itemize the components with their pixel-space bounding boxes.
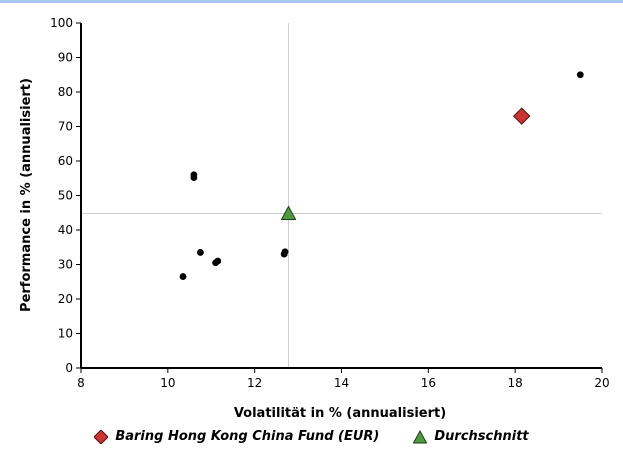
x-tick-label: 10 [160, 376, 175, 390]
x-tick-label: 16 [421, 376, 436, 390]
x-axis-title: Volatilität in % (annualisiert) [234, 406, 446, 421]
data-points [179, 71, 584, 280]
legend: Baring Hong Kong China Fund (EUR) Durchs… [0, 428, 623, 445]
x-tick-label: 12 [247, 376, 262, 390]
legend-label-average: Durchschnitt [434, 429, 529, 444]
y-tick-label: 40 [58, 223, 73, 237]
y-tick-label: 100 [50, 16, 73, 30]
reference-lines [81, 23, 602, 368]
y-tick-label: 70 [58, 120, 73, 134]
fund-data-point [512, 107, 531, 125]
y-tick-label: 60 [58, 154, 73, 168]
data-point [179, 273, 187, 280]
legend-item-fund[interactable]: Baring Hong Kong China Fund (EUR) [93, 428, 380, 445]
data-point [196, 249, 204, 256]
y-axis-title: Performance in % (annualisiert) [19, 78, 34, 312]
y-tick-label: 90 [58, 51, 73, 65]
y-tick-label: 50 [58, 189, 73, 203]
data-point [576, 71, 584, 79]
x-tick-label: 8 [77, 376, 85, 390]
data-point [214, 257, 222, 265]
data-point [281, 248, 289, 256]
y-tick-label: 0 [65, 361, 73, 375]
diamond-marker-icon [93, 428, 110, 445]
triangle-marker-icon [413, 429, 428, 444]
y-tick-label: 30 [58, 258, 73, 272]
x-tick-label: 20 [594, 376, 609, 390]
average-data-point [280, 205, 297, 220]
scatter-chart: 8 10 12 14 16 18 20 0 10 20 30 40 50 60 70 80 90 100 Vola… [19, 16, 610, 421]
y-tick-label: 80 [58, 85, 73, 99]
legend-item-average[interactable]: Durchschnitt [413, 429, 529, 444]
data-point [190, 171, 198, 179]
legend-label-fund: Baring Hong Kong China Fund (EUR) [115, 429, 380, 444]
y-tick-label: 20 [58, 292, 73, 306]
x-tick-label: 14 [334, 376, 349, 390]
x-tick-label: 18 [508, 376, 523, 390]
y-tick-label: 10 [58, 327, 73, 341]
axes: 8 10 12 14 16 18 20 0 10 20 30 40 50 60 70 80 90 100 [50, 16, 610, 390]
